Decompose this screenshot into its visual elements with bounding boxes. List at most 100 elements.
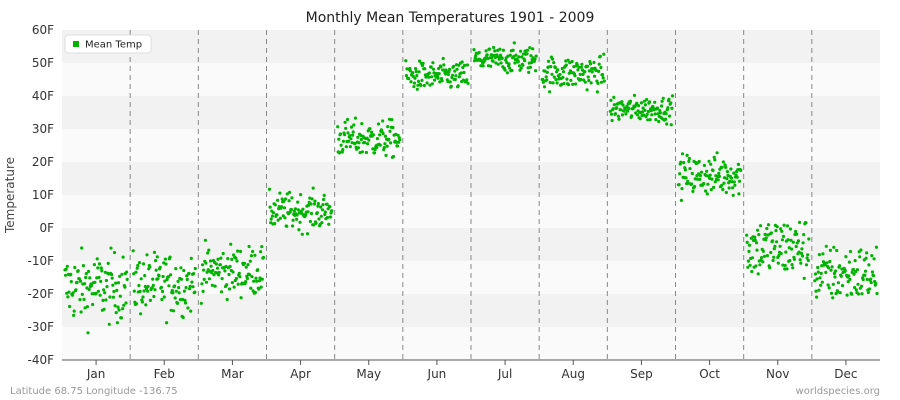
data-point	[404, 59, 408, 63]
data-point	[288, 210, 292, 214]
data-point	[586, 75, 590, 79]
data-point	[319, 214, 323, 218]
data-point	[641, 106, 645, 110]
data-point	[847, 274, 851, 278]
data-point	[176, 279, 180, 283]
data-point	[391, 154, 396, 159]
data-point	[569, 78, 573, 82]
data-point	[151, 277, 155, 281]
data-point	[125, 270, 129, 274]
data-point	[343, 133, 347, 137]
data-point	[597, 69, 601, 73]
data-point	[273, 203, 277, 207]
data-point	[497, 57, 501, 61]
data-point	[830, 265, 834, 269]
data-point	[871, 274, 876, 278]
data-point	[188, 284, 192, 288]
data-point	[84, 272, 88, 276]
data-point	[666, 106, 670, 110]
data-point	[157, 274, 161, 278]
data-point	[201, 289, 205, 293]
data-point	[376, 122, 381, 126]
data-point	[498, 47, 502, 51]
data-point	[602, 52, 606, 56]
data-point	[587, 69, 592, 73]
data-point	[643, 108, 647, 112]
data-point	[723, 163, 727, 167]
data-point	[553, 65, 558, 70]
data-point	[283, 216, 287, 220]
data-point	[411, 71, 415, 75]
data-point	[386, 125, 390, 129]
data-point	[805, 256, 809, 260]
data-point	[729, 167, 733, 171]
data-points	[63, 41, 879, 335]
data-point	[472, 48, 476, 52]
data-point	[850, 292, 854, 296]
data-point	[613, 112, 618, 116]
data-point	[736, 162, 741, 166]
data-point	[110, 276, 114, 280]
data-point	[617, 117, 621, 121]
data-point	[642, 99, 646, 103]
data-point	[717, 174, 722, 178]
data-point	[555, 81, 559, 85]
data-point	[124, 301, 128, 305]
data-point	[729, 176, 734, 180]
data-point	[178, 298, 182, 302]
data-point	[234, 276, 238, 281]
data-point	[323, 210, 327, 214]
data-point	[737, 179, 742, 183]
data-point	[388, 129, 392, 133]
data-point	[765, 226, 769, 231]
data-point	[754, 264, 758, 268]
data-point	[348, 145, 352, 149]
data-point	[313, 199, 317, 203]
data-point	[97, 275, 101, 279]
data-point	[769, 231, 774, 235]
data-point	[697, 159, 701, 164]
data-point	[287, 199, 291, 203]
data-point	[639, 101, 644, 105]
data-point	[519, 49, 523, 53]
data-point	[688, 167, 692, 171]
data-point	[280, 205, 284, 209]
data-point	[799, 261, 803, 265]
data-point	[79, 310, 83, 314]
data-point	[107, 322, 111, 326]
data-point	[704, 189, 708, 193]
data-point	[166, 275, 170, 279]
data-point	[601, 76, 605, 80]
data-point	[238, 275, 242, 279]
data-point	[762, 254, 767, 258]
data-point	[359, 137, 363, 142]
data-point	[112, 289, 116, 294]
data-point	[746, 259, 751, 263]
data-point	[237, 271, 241, 275]
data-point	[541, 77, 545, 82]
data-point	[177, 291, 181, 295]
data-point	[275, 213, 279, 217]
data-point	[595, 90, 600, 94]
legend-swatch	[73, 41, 79, 47]
data-point	[141, 295, 145, 299]
data-point	[791, 240, 795, 244]
data-point	[579, 77, 583, 82]
data-point	[105, 285, 109, 289]
data-point	[381, 131, 385, 136]
data-point	[108, 295, 112, 299]
data-point	[816, 265, 820, 270]
data-point	[159, 285, 163, 289]
data-point	[356, 146, 360, 150]
data-point	[453, 69, 457, 73]
data-point	[635, 101, 639, 105]
data-point	[590, 70, 594, 74]
data-point	[67, 290, 71, 294]
data-point	[68, 304, 72, 309]
data-point	[167, 284, 171, 288]
data-point	[720, 165, 724, 169]
data-point	[814, 289, 818, 293]
data-point	[312, 202, 316, 206]
data-point	[790, 263, 794, 267]
data-point	[308, 219, 312, 224]
